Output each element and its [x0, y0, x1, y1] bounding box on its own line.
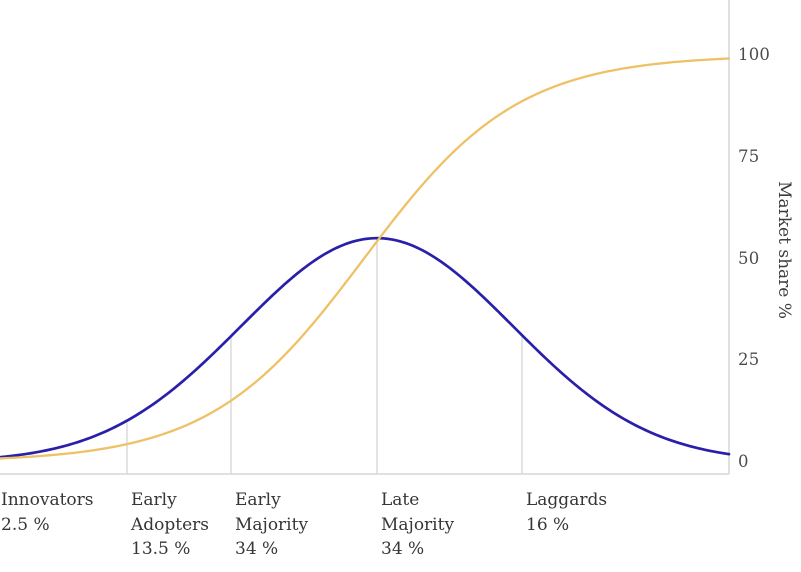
segment-name: Late Majority — [381, 490, 455, 535]
segment-share-percent: 16 % — [526, 514, 570, 535]
segment-share-percent: 34 % — [235, 539, 279, 559]
segment-label-early-adopters: Early Adopters 13.5 % — [131, 488, 225, 562]
segment-label-early-majority: Early Majority 34 % — [235, 488, 329, 562]
segment-label-innovators: Innovators 2.5 % — [1, 488, 95, 537]
bell-curve-path — [0, 236, 731, 459]
y-tick-label-25: 25 — [738, 350, 760, 370]
segment-label-laggards: Laggards 16 % — [526, 488, 620, 537]
segment-share-percent: 34 % — [381, 539, 425, 559]
segment-label-late-majority: Late Majority 34 % — [381, 488, 475, 562]
y-tick-label-50: 50 — [738, 248, 760, 268]
segment-name: Innovators — [1, 490, 94, 510]
y-tick-label-75: 75 — [738, 146, 760, 166]
y-axis-title: Market share % — [774, 181, 794, 319]
segment-share-percent: 2.5 % — [1, 514, 50, 535]
s-curve-path — [0, 57, 731, 460]
segment-name: Laggards — [526, 490, 608, 510]
y-tick-label-100: 100 — [738, 45, 771, 65]
segment-name: Early Majority — [235, 490, 309, 535]
segment-share-percent: 13.5 % — [131, 539, 191, 559]
segment-name: Early Adopters — [131, 490, 210, 535]
y-tick-label-0: 0 — [738, 452, 749, 472]
